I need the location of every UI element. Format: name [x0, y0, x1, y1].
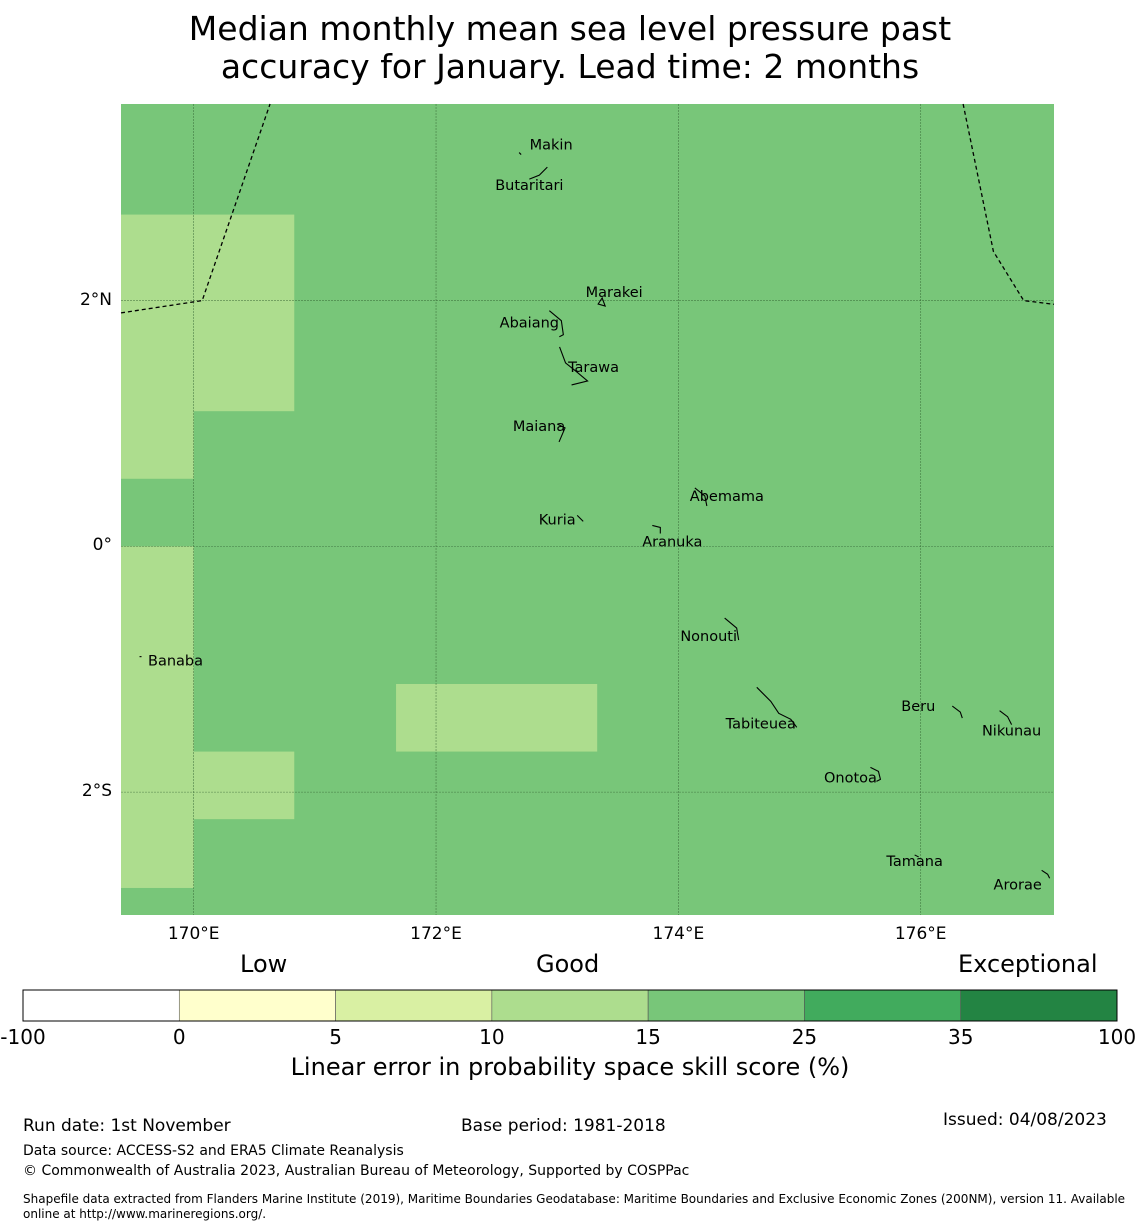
colorbar-tick-label: 35: [947, 1025, 974, 1049]
place-label-kuria: Kuria: [539, 512, 576, 528]
title-line-2: accuracy for January. Lead time: 2 month…: [220, 47, 920, 86]
colorbar-segment-0: [22, 989, 180, 1022]
place-label-butaritari: Butaritari: [495, 178, 563, 194]
skill-cell-0: [121, 214, 194, 479]
run-date: Run date: 1st November: [23, 1116, 231, 1136]
island-outline-makin: [518, 152, 522, 155]
island-outline-tabiteuea: [756, 686, 798, 728]
place-label-maiana: Maiana: [513, 419, 565, 435]
place-label-tamana: Tamana: [885, 854, 942, 870]
island-outline-arorae: [1041, 869, 1051, 879]
eez-boundary-0: [120, 103, 271, 314]
colorbar-category-good: Good: [536, 950, 600, 978]
place-label-arorae: Arorae: [994, 877, 1042, 893]
skill-cell-4: [396, 683, 598, 752]
skill-cell-3: [193, 751, 295, 820]
island-outline-marakei: [597, 296, 607, 307]
colorbar-segment-3: [491, 989, 649, 1022]
base-period: Base period: 1981-2018: [461, 1116, 666, 1136]
colorbar-tick-label: 100: [1097, 1025, 1137, 1049]
colorbar-category-exceptional: Exceptional: [958, 950, 1098, 978]
island-outline-maiana: [556, 423, 566, 443]
lat-tick-label: 0°: [92, 535, 112, 556]
lat-tick-label: 2°S: [81, 781, 112, 802]
place-label-beru: Beru: [901, 699, 935, 715]
lat-tick-label: 2°N: [79, 289, 112, 310]
colorbar-category-low: Low: [240, 950, 288, 978]
lon-tick-label: 174°E: [652, 924, 705, 944]
colorbar-segment-5: [804, 989, 962, 1022]
lon-tick-label: 176°E: [894, 924, 947, 944]
island-outline-abemama: [694, 487, 708, 507]
island-outline-abaiang: [548, 310, 564, 338]
island-outline-onotoa: [870, 766, 882, 782]
map-title: Median monthly mean sea level pressure p…: [0, 10, 1140, 86]
colorbar-segment-4: [647, 989, 805, 1022]
island-outline-tarawa: [559, 346, 589, 386]
copyright: © Commonwealth of Australia 2023, Austra…: [23, 1163, 690, 1179]
colorbar-tick-label: 10: [479, 1025, 505, 1049]
place-label-marakei: Marakei: [586, 285, 643, 301]
island-outline-kuria: [576, 514, 584, 522]
colorbar-title: Linear error in probability space skill …: [290, 1053, 850, 1081]
place-label-abaiang: Abaiang: [500, 316, 559, 332]
island-outline-beru: [951, 705, 963, 719]
island-outline-nikunau: [999, 710, 1013, 725]
place-label-aranuka: Aranuka: [642, 534, 702, 550]
place-label-nonouti: Nonouti: [680, 629, 737, 645]
colorbar-frame: [22, 989, 1118, 1022]
island-outline-aranuka: [652, 524, 661, 534]
lon-tick-label: 172°E: [410, 924, 462, 944]
colorbar-tick-label: 0: [172, 1025, 186, 1049]
lon-tick-label: 170°E: [167, 924, 220, 944]
island-outline-tamana: [914, 854, 919, 858]
place-label-onotoa: Onotoa: [824, 770, 877, 786]
place-label-tabiteuea: Tabiteuea: [725, 716, 796, 732]
island-outline-nonouti: [724, 617, 740, 641]
place-label-tarawa: Tarawa: [567, 360, 619, 376]
place-label-banaba: Banaba: [148, 654, 203, 670]
place-label-nikunau: Nikunau: [982, 724, 1041, 740]
place-label-abemama: Abemama: [690, 489, 764, 505]
colorbar-segment-6: [960, 989, 1118, 1022]
skill-cell-2: [121, 546, 194, 888]
map-canvas: Makin Butaritari Marakei Abaiang Tarawa Maian…: [120, 103, 1055, 915]
colorbar-tick-label: 5: [329, 1025, 342, 1049]
skill-cell-1: [193, 214, 295, 412]
colorbar-segment-2: [335, 989, 493, 1022]
colorbar-tick-label: 15: [635, 1025, 661, 1049]
island-outline-butaritari: [529, 166, 548, 180]
colorbar: [22, 989, 1118, 1022]
shapefile-credit-2: online at http://www.marineregions.org/.: [23, 1207, 267, 1221]
data-source: Data source: ACCESS-S2 and ERA5 Climate …: [23, 1143, 404, 1159]
shapefile-credit-1: Shapefile data extracted from Flanders M…: [23, 1192, 1126, 1206]
colorbar-tick-label: 25: [791, 1025, 818, 1049]
title-line-1: Median monthly mean sea level pressure p…: [188, 9, 952, 48]
place-label-makin: Makin: [530, 138, 573, 154]
colorbar-tick-label: -100: [0, 1025, 46, 1049]
issued-date: Issued: 04/08/2023: [943, 1110, 1107, 1130]
colorbar-segment-1: [178, 989, 336, 1022]
